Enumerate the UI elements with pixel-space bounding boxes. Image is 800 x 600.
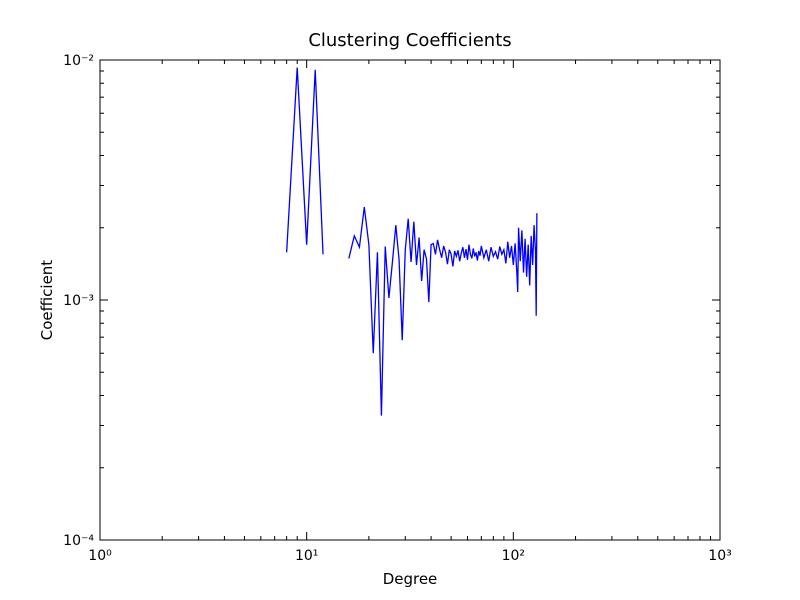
data-line bbox=[285, 67, 538, 416]
y-tick-label: 10⁻⁴ bbox=[63, 533, 94, 549]
y-axis-label: Coefficient bbox=[38, 260, 56, 341]
x-tick-label: 10³ bbox=[708, 548, 731, 564]
x-tick-label: 10⁰ bbox=[88, 548, 112, 564]
y-tick-label: 10⁻³ bbox=[63, 293, 94, 309]
x-tick-label: 10² bbox=[502, 548, 525, 564]
x-axis-label: Degree bbox=[383, 570, 438, 588]
plot-frame bbox=[99, 59, 721, 541]
y-tick-label: 10⁻² bbox=[63, 53, 94, 69]
x-tick-label: 10¹ bbox=[295, 548, 318, 564]
chart-title: Clustering Coefficients bbox=[308, 30, 511, 51]
